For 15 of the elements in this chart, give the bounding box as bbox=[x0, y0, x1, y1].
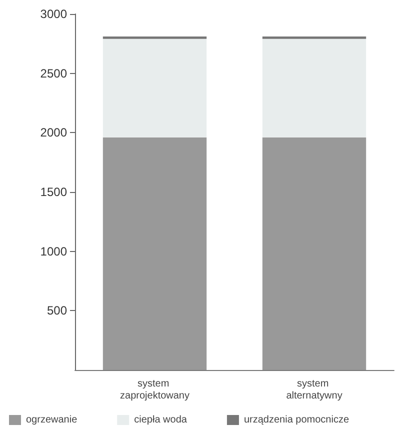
bar bbox=[262, 137, 366, 370]
bar bbox=[262, 38, 366, 138]
y-tick-label: 2000 bbox=[40, 126, 68, 140]
x-tick-label: system alternatywny bbox=[286, 378, 342, 402]
bar bbox=[102, 137, 207, 370]
bar bbox=[102, 38, 207, 138]
legend-label: ciepła woda bbox=[134, 414, 188, 426]
y-tick-label: 3000 bbox=[40, 7, 68, 21]
y-tick-label: 1000 bbox=[40, 244, 68, 258]
y-tick-label: 1500 bbox=[40, 185, 68, 199]
legend-label: ogrzewanie bbox=[26, 414, 78, 426]
x-tick-label: system zaprojektowany bbox=[120, 378, 190, 402]
y-tick-label: 500 bbox=[46, 304, 68, 318]
legend-label: urządzenia pomocnicze bbox=[244, 414, 350, 426]
y-tick-label: 2500 bbox=[40, 66, 68, 80]
